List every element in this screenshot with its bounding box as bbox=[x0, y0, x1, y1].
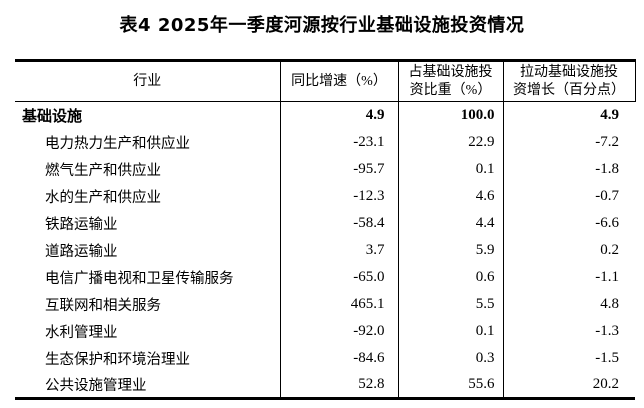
yoy-growth-value: -23.1 bbox=[280, 128, 399, 156]
pull-value: -1.1 bbox=[595, 268, 619, 285]
share-value: 0.6 bbox=[398, 263, 504, 291]
row-eco-environment: 生态保护和环境治理业 -84.6 0.3 -1.5 bbox=[15, 344, 635, 372]
infrastructure-investment-table: 行业 同比增速（%） 占基础设施投 资比重（%） 拉动基础设施投 资增长（百分点… bbox=[15, 59, 636, 400]
industry-name: 水利管理业 bbox=[15, 317, 281, 345]
col-header-industry: 行业 bbox=[15, 60, 281, 102]
col-header-pull-line2: 资增长（百分点） bbox=[513, 82, 625, 98]
pull-value: -1.5 bbox=[595, 349, 619, 366]
share-value: 4.4 bbox=[398, 209, 504, 237]
pull-value: 0.2 bbox=[600, 241, 619, 258]
col-header-yoy-growth: 同比增速（%） bbox=[280, 60, 399, 102]
row-electricity-heat: 电力热力生产和供应业 -23.1 22.9 -7.2 bbox=[15, 128, 635, 156]
yoy-growth-value: -12.3 bbox=[280, 182, 399, 210]
col-header-pull-line1: 拉动基础设施投 bbox=[520, 65, 618, 80]
yoy-growth-value: -65.0 bbox=[280, 263, 399, 291]
share-value: 4.6 bbox=[398, 182, 504, 210]
share-value: 0.1 bbox=[398, 317, 504, 345]
col-header-pull: 拉动基础设施投 资增长（百分点） bbox=[503, 60, 636, 102]
industry-name: 公共设施管理业 bbox=[15, 371, 281, 399]
table-title: 表4 2025年一季度河源按行业基础设施投资情况 bbox=[119, 15, 525, 36]
header-row: 行业 同比增速（%） 占基础设施投 资比重（%） 拉动基础设施投 资增长（百分点… bbox=[15, 60, 636, 102]
share-value: 0.3 bbox=[398, 344, 504, 372]
pull-value: 4.9 bbox=[600, 106, 619, 123]
row-rail-transport: 铁路运输业 -58.4 4.4 -6.6 bbox=[15, 209, 635, 237]
pull-value: -0.7 bbox=[595, 187, 619, 204]
industry-name: 铁路运输业 bbox=[15, 209, 281, 237]
yoy-growth-value: 52.8 bbox=[280, 371, 399, 399]
industry-name: 互联网和相关服务 bbox=[15, 290, 281, 318]
share-value: 100.0 bbox=[398, 101, 504, 129]
industry-name: 电信广播电视和卫星传输服务 bbox=[15, 263, 281, 291]
industry-name: 生态保护和环境治理业 bbox=[15, 344, 281, 372]
industry-name: 燃气生产和供应业 bbox=[15, 155, 281, 183]
row-road-transport: 道路运输业 3.7 5.9 0.2 bbox=[15, 236, 635, 264]
row-telecom-broadcast-satellite: 电信广播电视和卫星传输服务 -65.0 0.6 -1.1 bbox=[15, 263, 635, 291]
share-value: 22.9 bbox=[398, 128, 504, 156]
row-gas-production: 燃气生产和供应业 -95.7 0.1 -1.8 bbox=[15, 155, 635, 183]
pull-value: 20.2 bbox=[592, 375, 619, 392]
share-value: 55.6 bbox=[398, 371, 504, 399]
row-infrastructure-total: 基础设施 4.9 100.0 4.9 bbox=[15, 101, 635, 129]
pull-value: 4.8 bbox=[600, 295, 619, 312]
share-value: 5.5 bbox=[398, 290, 504, 318]
yoy-growth-value: -58.4 bbox=[280, 209, 399, 237]
row-water-supply: 水的生产和供应业 -12.3 4.6 -0.7 bbox=[15, 182, 635, 210]
yoy-growth-value: -95.7 bbox=[280, 155, 399, 183]
industry-name: 道路运输业 bbox=[15, 236, 281, 264]
share-value: 5.9 bbox=[398, 236, 504, 264]
row-public-facilities: 公共设施管理业 52.8 55.6 20.2 bbox=[15, 371, 635, 399]
yoy-growth-value: 4.9 bbox=[280, 101, 399, 129]
row-water-management: 水利管理业 -92.0 0.1 -1.3 bbox=[15, 317, 635, 345]
col-header-share: 占基础设施投 资比重（%） bbox=[398, 60, 504, 102]
yoy-growth-value: -92.0 bbox=[280, 317, 399, 345]
share-value: 0.1 bbox=[398, 155, 504, 183]
yoy-growth-value: 3.7 bbox=[280, 236, 399, 264]
pull-value: -1.8 bbox=[595, 160, 619, 177]
yoy-growth-value: 465.1 bbox=[280, 290, 399, 318]
pull-value: -6.6 bbox=[595, 214, 619, 231]
yoy-growth-value: -84.6 bbox=[280, 344, 399, 372]
industry-name: 基础设施 bbox=[15, 101, 281, 129]
col-header-share-line2: 资比重（%） bbox=[409, 82, 492, 98]
pull-value: -7.2 bbox=[595, 133, 619, 150]
industry-name: 电力热力生产和供应业 bbox=[15, 128, 281, 156]
row-internet-services: 互联网和相关服务 465.1 5.5 4.8 bbox=[15, 290, 635, 318]
document-page: 表4 2025年一季度河源按行业基础设施投资情况 行业 同比增速（%） 占基础设… bbox=[0, 11, 644, 408]
pull-value: -1.3 bbox=[595, 322, 619, 339]
industry-name: 水的生产和供应业 bbox=[15, 182, 281, 210]
col-header-share-line1: 占基础设施投 bbox=[408, 65, 493, 80]
